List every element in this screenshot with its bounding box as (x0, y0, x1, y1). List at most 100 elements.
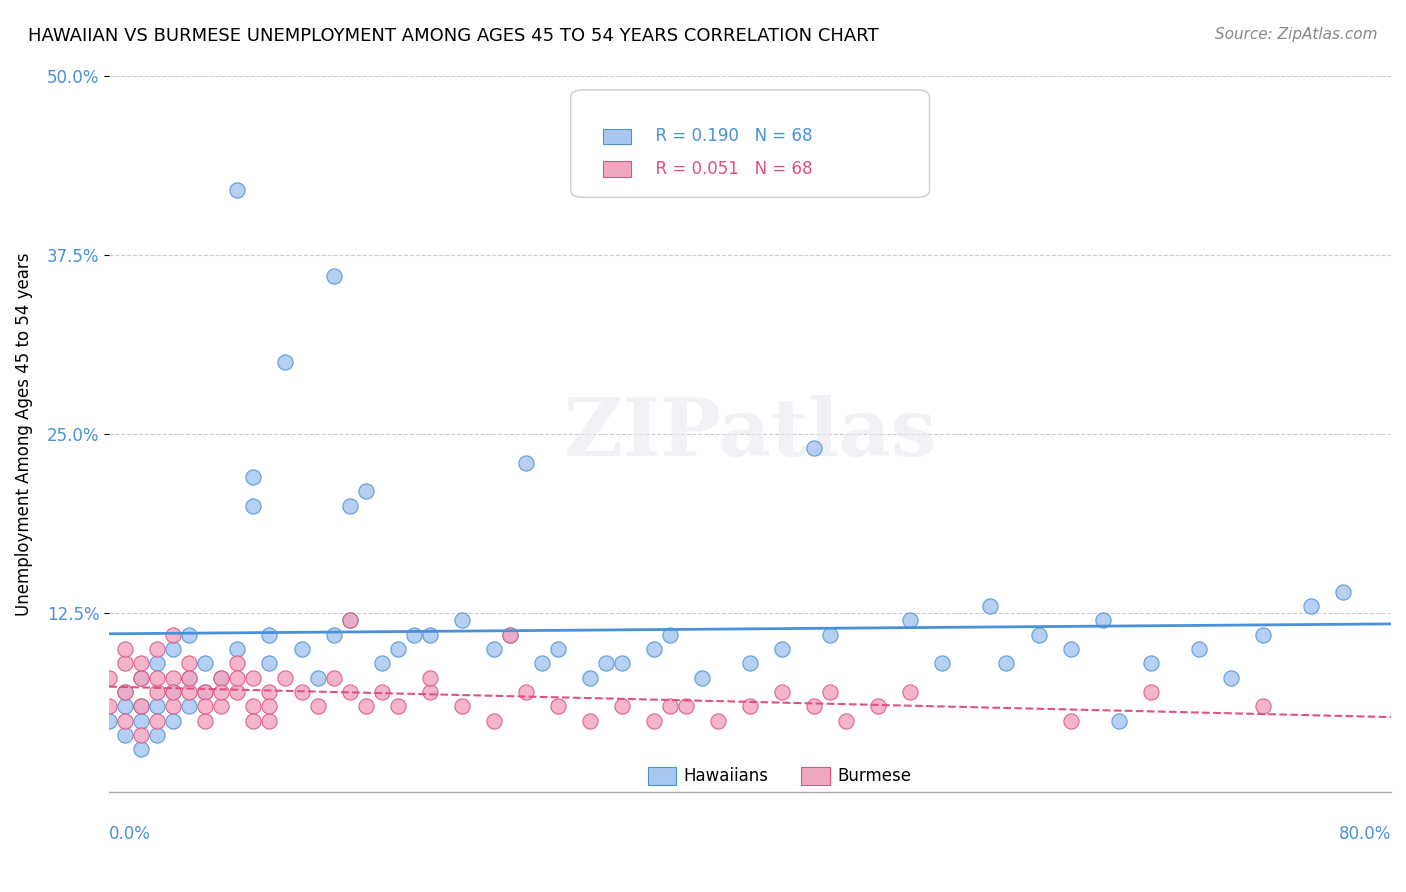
Point (818, 628, 841, 642)
Point (482, 642, 505, 657)
Point (931, 657, 953, 671)
Point (129, 714, 152, 728)
Point (1139, 657, 1161, 671)
Point (129, 699, 152, 714)
Point (1188, 642, 1211, 657)
Point (995, 657, 1018, 671)
Point (898, 685, 921, 699)
Point (499, 628, 522, 642)
Point (114, 714, 136, 728)
Point (803, 699, 825, 714)
Point (979, 599, 1001, 613)
Point (818, 685, 841, 699)
Point (1251, 628, 1274, 642)
Point (1059, 714, 1081, 728)
Point (595, 657, 617, 671)
Point (547, 699, 569, 714)
Point (179, 671, 201, 685)
Point (194, 699, 217, 714)
Text: Hawaiians: Hawaiians (683, 767, 769, 785)
Point (322, 269, 344, 284)
Point (643, 642, 665, 657)
Point (259, 699, 281, 714)
Point (740, 657, 762, 671)
Point (898, 613, 921, 627)
Point (146, 642, 169, 657)
Point (242, 470, 264, 484)
Point (162, 714, 184, 728)
Text: R = 0.190   N = 68: R = 0.190 N = 68 (645, 128, 813, 145)
Point (803, 442, 825, 456)
Point (114, 685, 136, 699)
Point (290, 642, 312, 657)
Point (354, 699, 377, 714)
Point (322, 628, 344, 642)
Point (450, 699, 472, 714)
Point (290, 685, 312, 699)
Point (129, 742, 152, 756)
Point (114, 699, 136, 714)
Y-axis label: Unemployment Among Ages 45 to 54 years: Unemployment Among Ages 45 to 54 years (15, 252, 32, 615)
Point (209, 671, 232, 685)
Point (1299, 599, 1322, 613)
Point (194, 685, 217, 699)
Point (259, 685, 281, 699)
Point (242, 671, 264, 685)
Point (274, 671, 297, 685)
FancyBboxPatch shape (603, 161, 631, 177)
Point (579, 714, 602, 728)
Point (770, 642, 793, 657)
Point (707, 714, 730, 728)
FancyBboxPatch shape (603, 128, 631, 145)
Point (1091, 613, 1114, 627)
Point (610, 657, 633, 671)
Point (354, 484, 377, 499)
Point (98, 699, 121, 714)
Point (643, 714, 665, 728)
Point (339, 499, 361, 513)
Point (482, 714, 505, 728)
Point (242, 699, 264, 714)
Point (98, 714, 121, 728)
Point (259, 628, 281, 642)
Text: 80.0%: 80.0% (1339, 825, 1391, 843)
Point (146, 685, 169, 699)
Point (402, 628, 425, 642)
Point (370, 685, 392, 699)
Point (387, 642, 409, 657)
Text: Burmese: Burmese (838, 767, 911, 785)
Point (194, 657, 217, 671)
Point (579, 671, 602, 685)
Point (114, 657, 136, 671)
Point (659, 628, 682, 642)
Point (1108, 714, 1130, 728)
Point (370, 657, 392, 671)
Point (450, 613, 472, 627)
Point (179, 699, 201, 714)
Point (162, 685, 184, 699)
Point (129, 699, 152, 714)
Point (179, 671, 201, 685)
Point (419, 671, 441, 685)
Point (835, 714, 858, 728)
Point (242, 714, 264, 728)
Point (129, 671, 152, 685)
Point (114, 642, 136, 657)
Point (419, 685, 441, 699)
Point (146, 671, 169, 685)
Point (146, 728, 169, 742)
Point (98, 671, 121, 685)
Point (1331, 584, 1354, 599)
Point (740, 699, 762, 714)
Point (162, 699, 184, 714)
Point (146, 657, 169, 671)
Point (1028, 628, 1050, 642)
Point (659, 699, 682, 714)
Point (129, 728, 152, 742)
Point (114, 728, 136, 742)
Point (419, 628, 441, 642)
Point (129, 671, 152, 685)
Point (770, 685, 793, 699)
Point (179, 628, 201, 642)
Point (339, 685, 361, 699)
